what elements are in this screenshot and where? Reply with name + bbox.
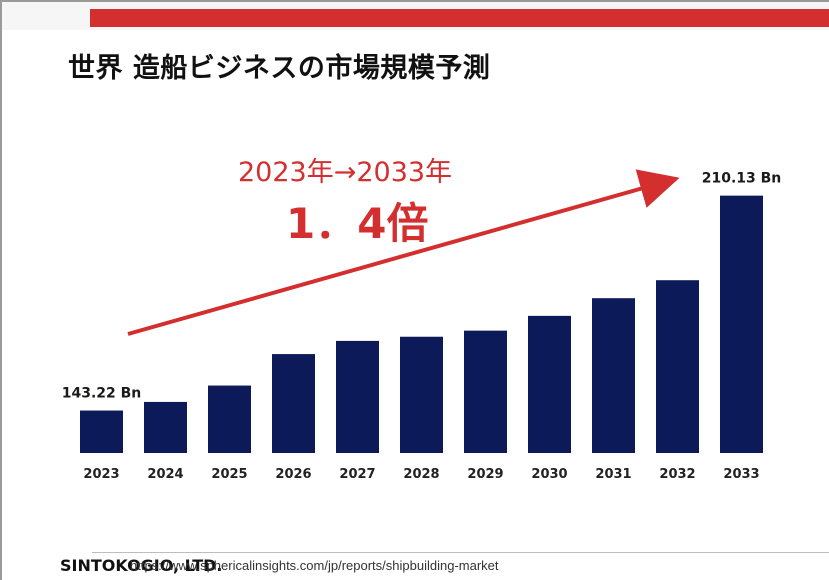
- bar-2023: [80, 410, 123, 453]
- x-tick-label: 2026: [275, 467, 311, 482]
- x-tick-label: 2032: [659, 467, 695, 482]
- footer-source-url: https://www.sphericalinsights.com/jp/rep…: [130, 558, 499, 573]
- growth-range-label: 2023年→2033年: [238, 157, 453, 188]
- bar-2032: [656, 280, 699, 453]
- footer-divider: [92, 552, 829, 553]
- bar-2026: [272, 354, 315, 453]
- header-accent-bar: [90, 9, 829, 27]
- bar-2033: [720, 195, 763, 453]
- bar-2031: [592, 298, 635, 453]
- bar-2030: [528, 315, 571, 453]
- x-axis-tick-labels: 2023 2024 2025 2026 2027 2028 2029 2030 2031 2032…: [83, 467, 759, 482]
- data-labels: 143.22 Bn 210.13 Bn: [62, 171, 782, 402]
- footer-company-name: SINTOKOGIO, LTD.: [60, 556, 223, 575]
- growth-multiplier: 1．4倍: [286, 199, 429, 248]
- bar-2027: [336, 340, 379, 453]
- x-tick-label: 2029: [467, 467, 503, 482]
- x-tick-label: 2030: [531, 467, 567, 482]
- bar-2024: [144, 401, 187, 453]
- data-label-2023: 143.22 Bn: [62, 386, 142, 402]
- bar-2028: [400, 336, 443, 453]
- x-tick-label: 2024: [147, 467, 183, 482]
- x-tick-label: 2033: [723, 467, 759, 482]
- x-tick-label: 2027: [339, 467, 375, 482]
- page-title: 世界 造船ビジネスの市場規模予測: [68, 53, 491, 84]
- x-tick-label: 2023: [83, 467, 119, 482]
- x-tick-label: 2028: [403, 467, 439, 482]
- trend-arrow: [127, 169, 680, 336]
- x-tick-label: 2025: [211, 467, 247, 482]
- bar-2029: [464, 330, 507, 453]
- bar-2025: [208, 385, 251, 453]
- x-tick-label: 2031: [595, 467, 631, 482]
- data-label-2033: 210.13 Bn: [702, 171, 782, 187]
- bar-group: [80, 195, 763, 453]
